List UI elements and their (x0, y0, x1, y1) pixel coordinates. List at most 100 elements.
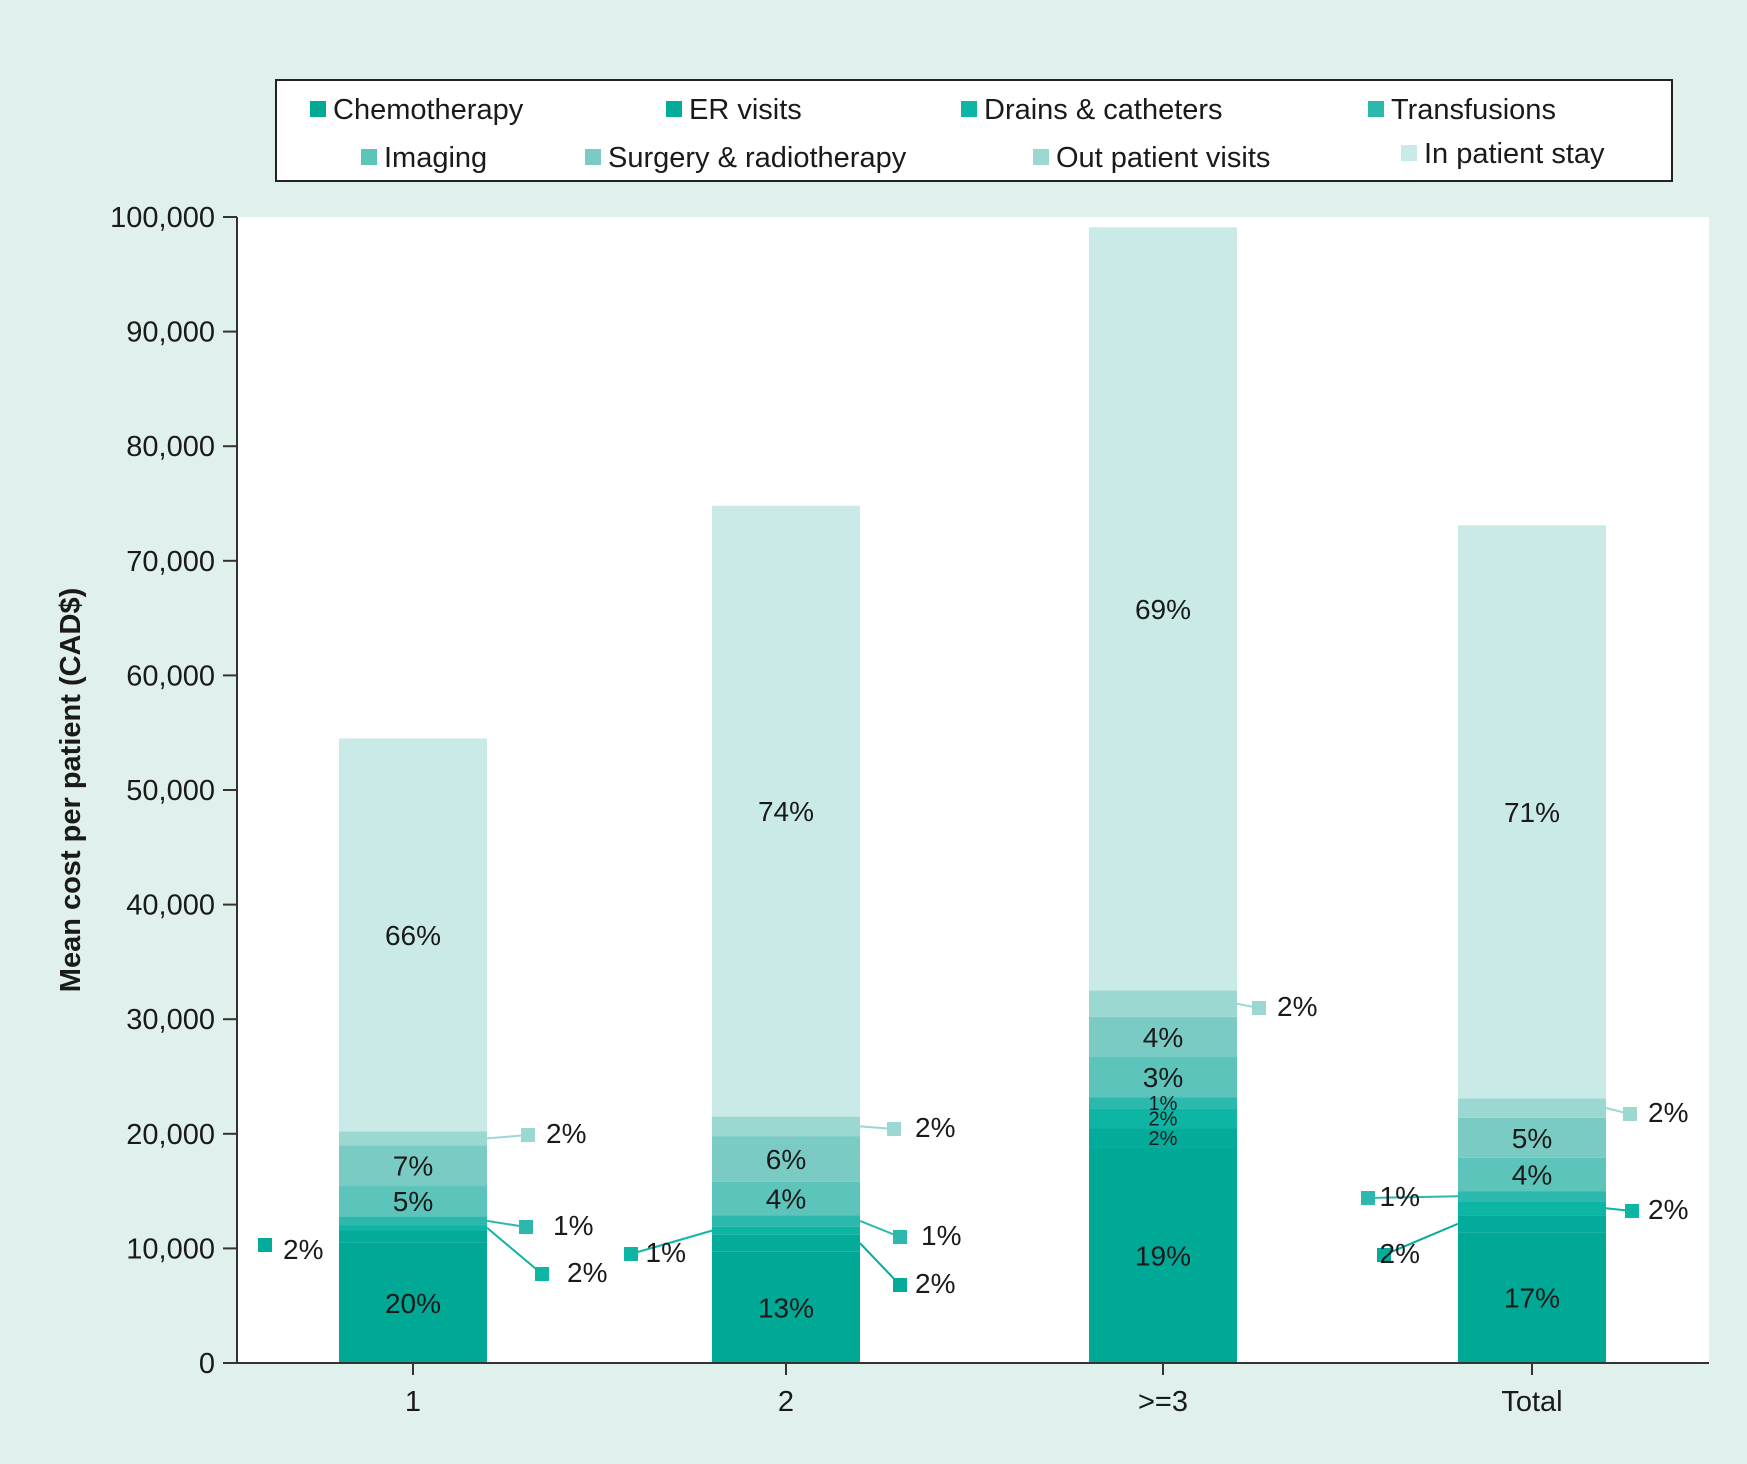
bar-segment (339, 1216, 487, 1226)
legend: Chemotherapy ER visits Drains & catheters T… (275, 79, 1673, 182)
bar-segment (1089, 1016, 1237, 1058)
segment-label: 13% (758, 1292, 814, 1323)
callout-line (1367, 1195, 1459, 1199)
bar-segment (339, 1145, 487, 1186)
bar-segment (1089, 1147, 1237, 1363)
x-tick-label: 1 (405, 1386, 421, 1418)
legend-label: ER visits (689, 94, 802, 126)
callout-marker (893, 1230, 907, 1244)
callout-marker (893, 1278, 907, 1292)
callout-line (1383, 1222, 1459, 1256)
bar-segment (339, 1242, 487, 1363)
segment-label-small: 2% (1149, 1108, 1178, 1130)
segment-label: 69% (1135, 594, 1191, 625)
segment-label: 4% (1143, 1022, 1183, 1053)
x-tick-label: Total (1501, 1386, 1562, 1418)
callout-marker (1623, 1107, 1637, 1121)
y-tick-label: 80,000 (126, 431, 215, 463)
legend-label: Transfusions (1391, 94, 1556, 126)
segment-label: 4% (766, 1184, 806, 1215)
legend-label: Chemotherapy (333, 94, 524, 126)
bar-segment (339, 738, 487, 1132)
y-tick-label: 40,000 (126, 890, 215, 922)
callout-marker (535, 1267, 549, 1281)
bar-segment (712, 1136, 860, 1182)
bar-layer (339, 227, 1606, 1363)
callout-label: 1% (646, 1237, 686, 1268)
bar-segment (339, 1225, 487, 1231)
segment-label: 5% (1512, 1123, 1552, 1154)
bar-segment (1089, 1128, 1237, 1148)
callout-label: 2% (1380, 1238, 1420, 1269)
bar-segment (712, 1226, 860, 1235)
x-tick-label: >=3 (1138, 1386, 1188, 1418)
callout-marker (1377, 1248, 1391, 1262)
annotation-layer: 20% 5% 7% 66% 13% 4% 6% 74% 19% 3% 4% 69% 17% 4% 5% 71%… (258, 594, 1688, 1323)
callout-label: 2% (1277, 991, 1317, 1022)
legend-swatch (666, 101, 682, 117)
bar-segment (1458, 1117, 1606, 1158)
bar-segment (712, 1234, 860, 1252)
legend-swatch (961, 101, 977, 117)
legend-swatch (1033, 149, 1049, 165)
segment-label: 17% (1504, 1283, 1560, 1314)
segment-label: 19% (1135, 1240, 1191, 1271)
bar-segment (712, 505, 860, 1117)
legend-label: Imaging (384, 142, 487, 174)
legend-label: Out patient visits (1056, 142, 1270, 174)
callout-label: 1% (553, 1210, 593, 1241)
segment-label-small: 1% (1149, 1093, 1178, 1115)
bar-segment (1458, 1098, 1606, 1118)
y-tick-label: 100,000 (110, 202, 215, 234)
bar-segment (1458, 1191, 1606, 1202)
callout-label: 2% (1648, 1097, 1688, 1128)
y-tick-label: 10,000 (126, 1233, 215, 1265)
callout-marker (887, 1122, 901, 1136)
legend-swatch (1368, 101, 1384, 117)
callout-label: 2% (546, 1118, 586, 1149)
bar-segment (1089, 1108, 1237, 1129)
callout-label: 2% (283, 1234, 323, 1265)
y-axis-label: Mean cost per patient (CAD$) (55, 588, 87, 992)
bar-segment (712, 1251, 860, 1363)
callout-marker (519, 1220, 533, 1234)
bar-segment (1089, 227, 1237, 991)
segment-label-small: 2% (1149, 1128, 1178, 1150)
y-tick-label: 70,000 (126, 546, 215, 578)
callout-label: 1% (1380, 1181, 1420, 1212)
bar-segment (1089, 1097, 1237, 1109)
legend-swatch (361, 149, 377, 165)
bar-segment (339, 1185, 487, 1217)
callout-marker (1625, 1204, 1639, 1218)
callout-marker (521, 1128, 535, 1142)
legend-swatch (585, 149, 601, 165)
bar-segment (1458, 1232, 1606, 1363)
bar-segment (712, 1116, 860, 1137)
bar-segment (712, 1215, 860, 1227)
segment-label: 74% (758, 796, 814, 827)
callout-label: 1% (921, 1220, 961, 1251)
segment-label: 6% (766, 1144, 806, 1175)
bar-segment (339, 1230, 487, 1243)
segment-label: 71% (1504, 797, 1560, 828)
callout-label: 2% (915, 1112, 955, 1143)
bar-segment (1458, 1201, 1606, 1216)
bar-segment (339, 1131, 487, 1146)
segment-label: 3% (1143, 1062, 1183, 1093)
legend-label: In patient stay (1424, 138, 1605, 170)
callout-marker (1361, 1191, 1375, 1205)
callout-marker (258, 1238, 272, 1252)
callout-line (486, 1227, 543, 1275)
legend-box (275, 79, 1673, 182)
bar-segment (1089, 1057, 1237, 1098)
bar-segment (1089, 990, 1237, 1017)
callout-marker (1252, 1001, 1266, 1015)
y-tick-label: 60,000 (126, 660, 215, 692)
y-tick-label: 30,000 (126, 1004, 215, 1036)
segment-label: 5% (393, 1186, 433, 1217)
bar-segment (1458, 1157, 1606, 1192)
callout-line (630, 1229, 713, 1255)
bar-segment (1458, 1215, 1606, 1233)
legend-label: Drains & catheters (984, 94, 1223, 126)
